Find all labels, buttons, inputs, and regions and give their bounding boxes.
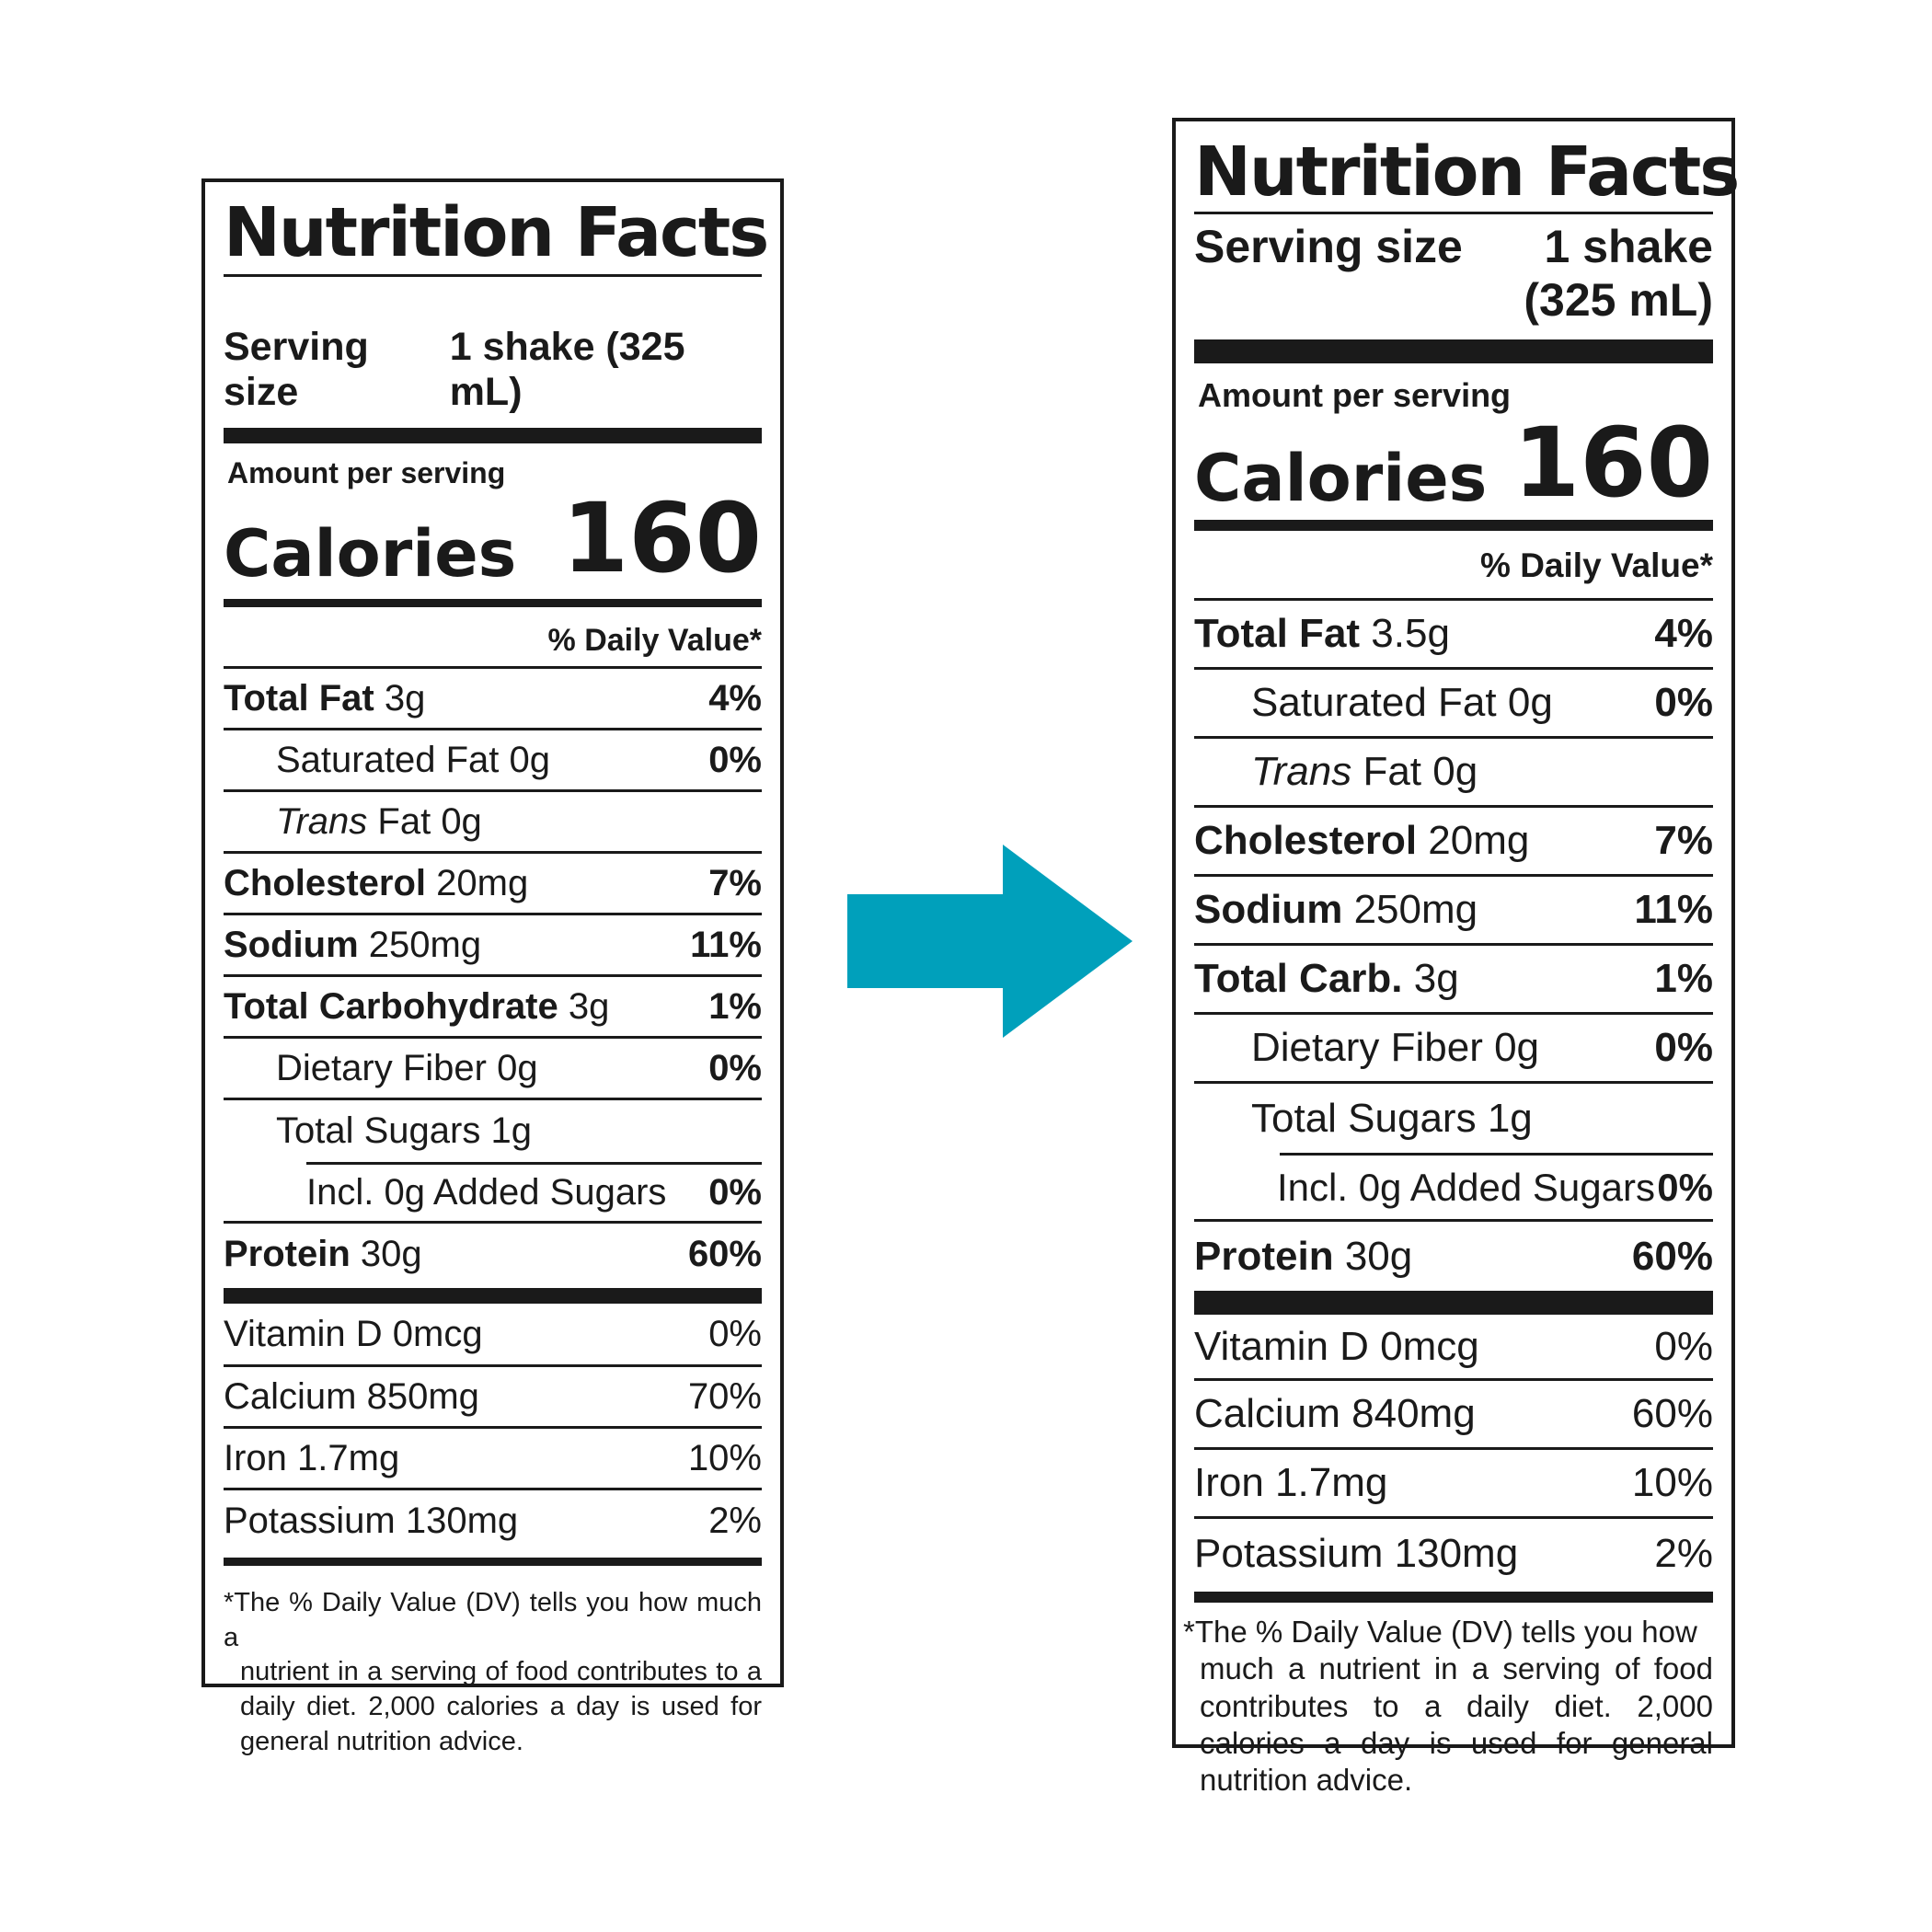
- nutrient-row-dietary-fiber: Dietary Fiber 0g 0%: [224, 1039, 762, 1100]
- medium-divider: [1194, 1592, 1713, 1603]
- calories-label: Calories: [224, 516, 517, 592]
- nutrient-row-total-sugars: Total Sugars 1g: [276, 1110, 532, 1151]
- calories-row: Calories 160: [1194, 415, 1713, 511]
- vitamin-row-vitamin-d: Vitamin D 0mcg 0%: [224, 1304, 762, 1367]
- medium-divider: [1194, 520, 1713, 531]
- nutrition-label-after: Nutrition Facts Serving size 1 shake (32…: [1172, 118, 1740, 1797]
- footnote-rest: much a nutrient in a serving of food con…: [1200, 1651, 1713, 1797]
- nutrient-row-sodium: Sodium 250mg 11%: [1194, 877, 1713, 946]
- medium-divider: [224, 1558, 762, 1566]
- divider: [1194, 212, 1713, 214]
- divider: [224, 274, 762, 277]
- footnote: *The % Daily Value (DV) tells you how mu…: [224, 1586, 762, 1759]
- divider: [1280, 1153, 1713, 1156]
- calories-value: 160: [561, 482, 762, 594]
- nutrient-row-total-sugars: Total Sugars 1g: [1251, 1095, 1533, 1141]
- nutrient-row-cholesterol: Cholesterol 20mg 7%: [1194, 808, 1713, 877]
- vitamin-row-calcium: Calcium 840mg 60%: [1194, 1381, 1713, 1450]
- nutrient-row-trans-fat: Trans Fat 0g: [1194, 739, 1713, 808]
- vitamin-row-vitamin-d: Vitamin D 0mcg 0%: [1194, 1315, 1713, 1381]
- divider: [306, 1162, 762, 1165]
- thick-divider: [224, 1288, 762, 1304]
- serving-size-label: Serving size: [224, 325, 369, 414]
- serving-size-label: Serving size: [1194, 221, 1463, 272]
- nutrient-row-saturated-fat: Saturated Fat 0g 0%: [1194, 670, 1713, 739]
- nutrient-row-sodium: Sodium 250mg 11%: [224, 915, 762, 977]
- label-title: Nutrition Facts: [224, 193, 769, 272]
- footnote-rest: nutrient in a serving of food contribute…: [240, 1657, 762, 1756]
- calories-row: Calories 160: [224, 490, 762, 586]
- amount-per-serving: Amount per serving: [1198, 376, 1512, 414]
- footnote: *The % Daily Value (DV) tells you how mu…: [1183, 1614, 1713, 1799]
- nutrient-row-total-carbohydrate: Total Carbohydrate 3g 1%: [224, 977, 762, 1039]
- serving-size-value: 1 shake (325 mL): [449, 325, 685, 414]
- nutrient-row-protein: Protein 30g 60%: [1194, 1233, 1713, 1279]
- serving-size-row: Serving size 1 shake (325 mL): [224, 325, 762, 415]
- calories-label: Calories: [1194, 441, 1488, 516]
- footnote-line1: *The % Daily Value (DV) tells you how: [1183, 1615, 1697, 1649]
- daily-value-header: % Daily Value*: [224, 607, 762, 669]
- nutrient-row-added-sugars: Incl. 0g Added Sugars 0%: [1194, 1156, 1713, 1222]
- nutrient-row-trans-fat: Trans Fat 0g: [224, 792, 762, 854]
- vitamin-row-potassium: Potassium 130mg 2%: [1194, 1530, 1713, 1576]
- vitamin-row-iron: Iron 1.7mg 10%: [224, 1429, 762, 1490]
- nutrient-row-total-fat: Total Fat 3.5g 4%: [1194, 601, 1713, 670]
- nutrient-row-protein: Protein 30g 60%: [224, 1234, 762, 1274]
- label-title: Nutrition Facts: [1194, 132, 1740, 212]
- nutrient-row-total-carbohydrate: Total Carb. 3g 1%: [1194, 946, 1713, 1015]
- vitamin-row-potassium: Potassium 130mg 2%: [224, 1501, 762, 1541]
- daily-value-header: % Daily Value*: [1194, 531, 1713, 601]
- medium-divider: [224, 599, 762, 607]
- right-arrow-icon: [847, 845, 1133, 1038]
- serving-size-value: 1 shake (325 mL): [1524, 221, 1713, 326]
- thick-divider: [1194, 339, 1713, 363]
- thick-divider: [1194, 1291, 1713, 1315]
- vitamin-row-iron: Iron 1.7mg 10%: [1194, 1450, 1713, 1519]
- vitamin-row-calcium: Calcium 850mg 70%: [224, 1367, 762, 1429]
- thick-divider: [224, 428, 762, 443]
- nutrient-row-saturated-fat: Saturated Fat 0g 0%: [224, 730, 762, 792]
- nutrition-label-before: Nutrition Facts Serving size 1 shake (32…: [201, 178, 784, 1756]
- nutrient-row-dietary-fiber: Dietary Fiber 0g 0%: [1194, 1015, 1713, 1084]
- amount-per-serving: Amount per serving: [227, 456, 506, 489]
- footnote-line1: *The % Daily Value (DV) tells you how mu…: [224, 1588, 762, 1652]
- nutrient-row-added-sugars: Incl. 0g Added Sugars 0%: [224, 1165, 762, 1224]
- serving-size-row: Serving size 1 shake (325 mL): [1194, 220, 1713, 327]
- nutrient-row-total-fat: Total Fat 3g 4%: [224, 669, 762, 730]
- nutrient-row-cholesterol: Cholesterol 20mg 7%: [224, 854, 762, 915]
- calories-value: 160: [1512, 407, 1713, 519]
